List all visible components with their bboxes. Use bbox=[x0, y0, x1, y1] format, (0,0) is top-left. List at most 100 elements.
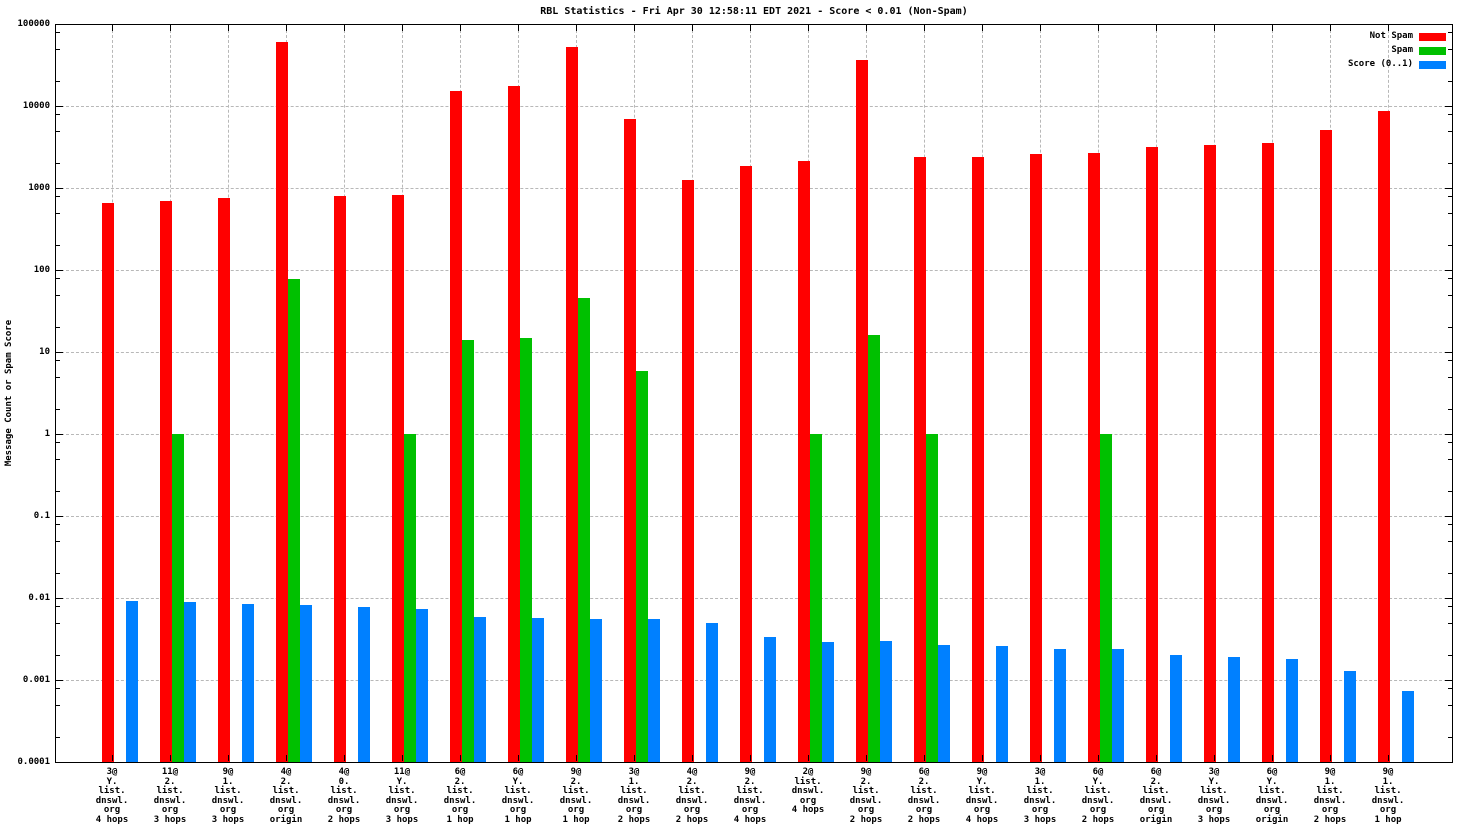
x-group-label-line: list. bbox=[1142, 786, 1170, 796]
y-minor-tick-right bbox=[1448, 655, 1452, 657]
bar-score bbox=[416, 609, 428, 762]
x-group-label-line: dnswl. bbox=[327, 795, 361, 806]
x-group-label-line: 2. bbox=[280, 776, 292, 787]
x-group-label-line: dnswl. bbox=[1371, 795, 1405, 806]
y-minor-tick-right bbox=[1448, 113, 1452, 115]
x-group-label-line: org bbox=[451, 805, 469, 815]
x-group-label-line: dnswl. bbox=[95, 795, 129, 806]
x-group-label-line: list. bbox=[562, 786, 590, 796]
x-tick-bottom bbox=[286, 755, 287, 761]
y-minor-tick-left bbox=[56, 441, 60, 443]
y-minor-tick-right bbox=[1448, 540, 1452, 542]
plot-border bbox=[55, 24, 1453, 763]
bar-score bbox=[1228, 657, 1240, 762]
x-group-label-line: list. bbox=[1026, 786, 1054, 796]
x-group-label-line: 2 hops bbox=[675, 814, 709, 825]
x-tick-top bbox=[170, 25, 171, 31]
bar-score bbox=[126, 600, 138, 762]
x-group-label-line: 9@ bbox=[744, 767, 756, 777]
x-group-label: 6@ 2. list. dnswl. org 1 hop bbox=[428, 767, 492, 825]
x-group-label-line: 0. bbox=[338, 776, 350, 787]
y-tick-label: 10 bbox=[39, 347, 50, 357]
x-group-label-line: list. bbox=[214, 786, 242, 796]
x-group-label-line: 2. bbox=[1150, 776, 1162, 787]
bar-not-spam bbox=[740, 166, 752, 762]
x-group-label-line: list. bbox=[446, 786, 474, 796]
x-group-label: 9@ 2. list. dnswl. org 2 hops bbox=[834, 767, 898, 825]
x-group-label-line: org bbox=[799, 795, 817, 806]
y-minor-tick-left bbox=[56, 294, 60, 296]
bar-score bbox=[1054, 648, 1066, 762]
y-minor-tick-right bbox=[1448, 605, 1452, 607]
y-minor-tick-right bbox=[1448, 359, 1452, 361]
y-tick-label: 0.001 bbox=[22, 675, 50, 685]
bar-spam bbox=[404, 434, 416, 762]
x-tick-top bbox=[924, 25, 925, 31]
x-tick-bottom bbox=[1272, 755, 1273, 761]
x-group-label-line: origin bbox=[269, 814, 303, 825]
x-group-label-line: dnswl. bbox=[385, 795, 419, 806]
bar-not-spam bbox=[102, 202, 114, 762]
x-tick-top bbox=[1272, 25, 1273, 31]
x-tick-top bbox=[1388, 25, 1389, 31]
x-group-label-line: 3 hops bbox=[211, 814, 245, 825]
y-minor-tick-right bbox=[1448, 376, 1452, 378]
bar-spam bbox=[810, 434, 822, 762]
x-group-label-line: 3 hops bbox=[1023, 814, 1057, 825]
bar-not-spam bbox=[276, 42, 288, 762]
y-minor-tick-right bbox=[1448, 622, 1452, 624]
y-major-tick-left bbox=[56, 516, 63, 517]
bar-not-spam bbox=[972, 156, 984, 762]
y-minor-tick-left bbox=[56, 737, 60, 739]
y-tick-label: 0.01 bbox=[28, 593, 50, 603]
x-group-label: 6@ 2. list. dnswl. org 2 hops bbox=[892, 767, 956, 825]
y-major-tick-right bbox=[1445, 434, 1452, 435]
y-minor-tick-right bbox=[1448, 81, 1452, 83]
y-minor-tick-left bbox=[56, 195, 60, 197]
y-minor-tick-right bbox=[1448, 704, 1452, 706]
x-group-label-line: 4@ bbox=[686, 767, 698, 777]
bar-spam bbox=[520, 337, 532, 762]
y-minor-tick-right bbox=[1448, 277, 1452, 279]
x-tick-bottom bbox=[982, 755, 983, 761]
y-minor-tick-right bbox=[1448, 458, 1452, 460]
legend-swatch-not-spam bbox=[1419, 33, 1446, 41]
bar-score bbox=[1286, 659, 1298, 762]
x-tick-bottom bbox=[460, 755, 461, 761]
bar-score bbox=[532, 618, 544, 762]
y-minor-tick-left bbox=[56, 409, 60, 411]
x-group-label-line: 6@ bbox=[918, 767, 930, 777]
x-group-label: 3@ Y. list. dnswl. org 3 hops bbox=[1182, 767, 1246, 825]
h-gridline bbox=[56, 434, 1452, 435]
bar-score bbox=[590, 618, 602, 762]
y-tick-label: 0.1 bbox=[33, 511, 50, 521]
y-minor-tick-left bbox=[56, 605, 60, 607]
x-group-label-line: 1 hop bbox=[562, 814, 590, 825]
bar-score bbox=[1112, 648, 1124, 762]
x-group-label-line: Y. bbox=[976, 776, 988, 787]
y-minor-tick-left bbox=[56, 491, 60, 493]
bar-score bbox=[764, 637, 776, 762]
bar-not-spam bbox=[856, 60, 868, 762]
x-group-label-line: list. bbox=[330, 786, 358, 796]
bar-not-spam bbox=[392, 194, 404, 762]
x-group-label-line: 9@ bbox=[1382, 767, 1394, 777]
y-tick-label: 0.0001 bbox=[17, 757, 50, 767]
bar-not-spam bbox=[1030, 154, 1042, 762]
y-minor-tick-right bbox=[1448, 737, 1452, 739]
x-group-label-line: list. bbox=[620, 786, 648, 796]
x-group-label: 4@ 2. list. dnswl. org 2 hops bbox=[660, 767, 724, 825]
x-group-label-line: 9@ bbox=[976, 767, 988, 777]
h-gridline bbox=[56, 516, 1452, 517]
x-group-label-line: 4 hops bbox=[733, 814, 767, 825]
y-major-tick-right bbox=[1445, 598, 1452, 599]
x-group-label-line: 9@ bbox=[860, 767, 872, 777]
y-major-tick-right bbox=[1445, 24, 1452, 25]
x-group-label-line: 3 hops bbox=[153, 814, 187, 825]
x-group-label: 11@ Y. list. dnswl. org 3 hops bbox=[370, 767, 434, 825]
x-group-label: 9@ Y. list. dnswl. org 4 hops bbox=[950, 767, 1014, 825]
x-group-label-line: 4 hops bbox=[791, 805, 825, 815]
x-group-label-line: list. bbox=[794, 776, 822, 787]
x-group-label-line: dnswl. bbox=[1023, 795, 1057, 806]
x-tick-top bbox=[634, 25, 635, 31]
